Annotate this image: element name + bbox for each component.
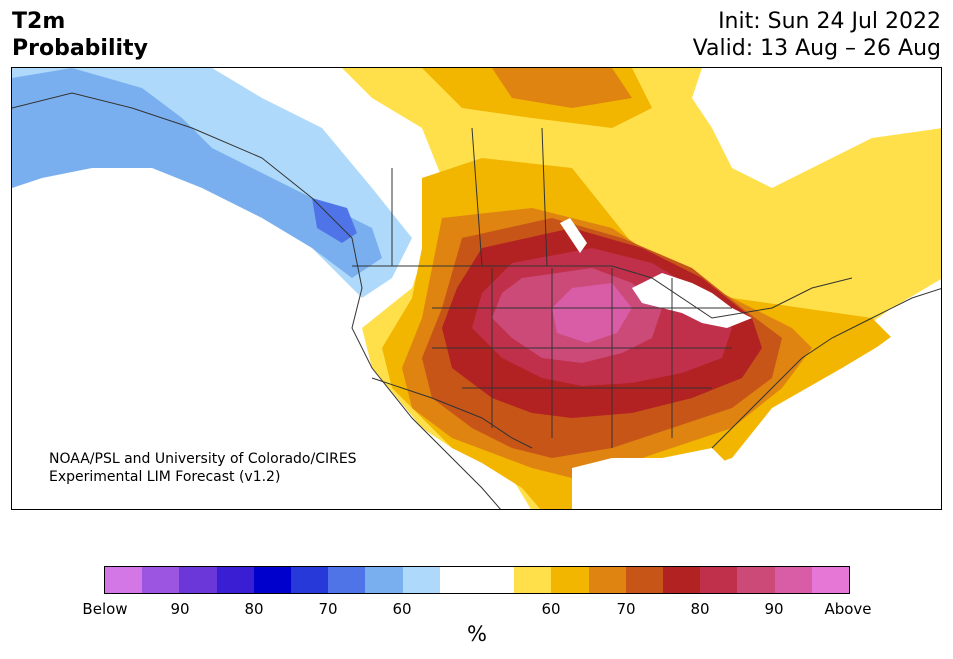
pacific-ocean: [12, 318, 472, 509]
colorbar-segment: [439, 567, 478, 593]
colorbar-segment: [105, 567, 143, 593]
canada-us-border: [352, 265, 853, 319]
province-line-2: [471, 127, 483, 267]
colorbar-segment: [179, 567, 217, 593]
great-lakes: [632, 273, 752, 328]
colorbar-tick: 80: [690, 600, 710, 618]
colorbar-tick: 80: [244, 600, 264, 618]
coastline: [12, 92, 501, 509]
colorbar-units: %: [467, 622, 487, 646]
colorbar-segment: [402, 567, 440, 593]
colorbar: [104, 566, 850, 594]
orange-north: [492, 68, 632, 108]
state-grid: [432, 268, 732, 448]
colorbar-segment: [774, 567, 812, 593]
blue-light-region: [12, 68, 382, 278]
lake-winnipeg: [560, 218, 587, 253]
forecast-dates: Init: Sun 24 Jul 2022 Valid: 13 Aug – 26…: [693, 8, 941, 62]
east-coastline: [711, 288, 941, 449]
colorbar-segment: [625, 567, 664, 593]
water-features: [12, 68, 941, 509]
colorbar-segment: [811, 567, 850, 593]
colorbar-segment: [588, 567, 626, 593]
colorbar-tick: 60: [541, 600, 561, 618]
valid-dates: Valid: 13 Aug – 26 Aug: [692, 36, 941, 61]
credit-text: NOAA/PSL and University of Colorado/CIRE…: [49, 450, 357, 486]
colorbar-segment: [700, 567, 738, 593]
credit-line-2: Experimental LIM Forecast (v1.2): [49, 469, 281, 485]
colorbar-tick: 70: [318, 600, 338, 618]
colorbar-segment: [142, 567, 180, 593]
map-title: T2m Probability: [12, 8, 148, 62]
colorbar-segment: [737, 567, 775, 593]
probability-map: [11, 67, 942, 510]
atlantic-ocean: [732, 299, 941, 509]
us-mexico-border: [371, 377, 533, 449]
province-line-3: [541, 127, 548, 267]
colorbar-segment: [328, 567, 366, 593]
colorbar-segment: [291, 567, 329, 593]
colorbar-tick: 60: [392, 600, 412, 618]
colorbar-tick: 90: [764, 600, 784, 618]
colorbar-segment: [663, 567, 701, 593]
hudson-bay: [692, 68, 941, 188]
colorbar-tick: 90: [170, 600, 190, 618]
gulf-of-mexico: [572, 448, 732, 509]
colorbar-segment: [514, 567, 552, 593]
colorbar-tick: Above: [824, 600, 872, 618]
colorbar-tick: Below: [82, 600, 128, 618]
title-variable: T2m: [12, 9, 66, 34]
colorbar-segment: [477, 567, 515, 593]
credit-line-1: NOAA/PSL and University of Colorado/CIRE…: [49, 451, 357, 467]
colorbar-segment: [216, 567, 254, 593]
map-canvas: [12, 68, 941, 509]
colorbar-segment: [551, 567, 589, 593]
political-boundaries: [12, 92, 941, 509]
title-type: Probability: [12, 36, 148, 61]
colorbar-segment: [253, 567, 292, 593]
colorbar-segment: [365, 567, 403, 593]
colorbar-tick: 70: [616, 600, 636, 618]
init-date: Init: Sun 24 Jul 2022: [718, 9, 941, 34]
